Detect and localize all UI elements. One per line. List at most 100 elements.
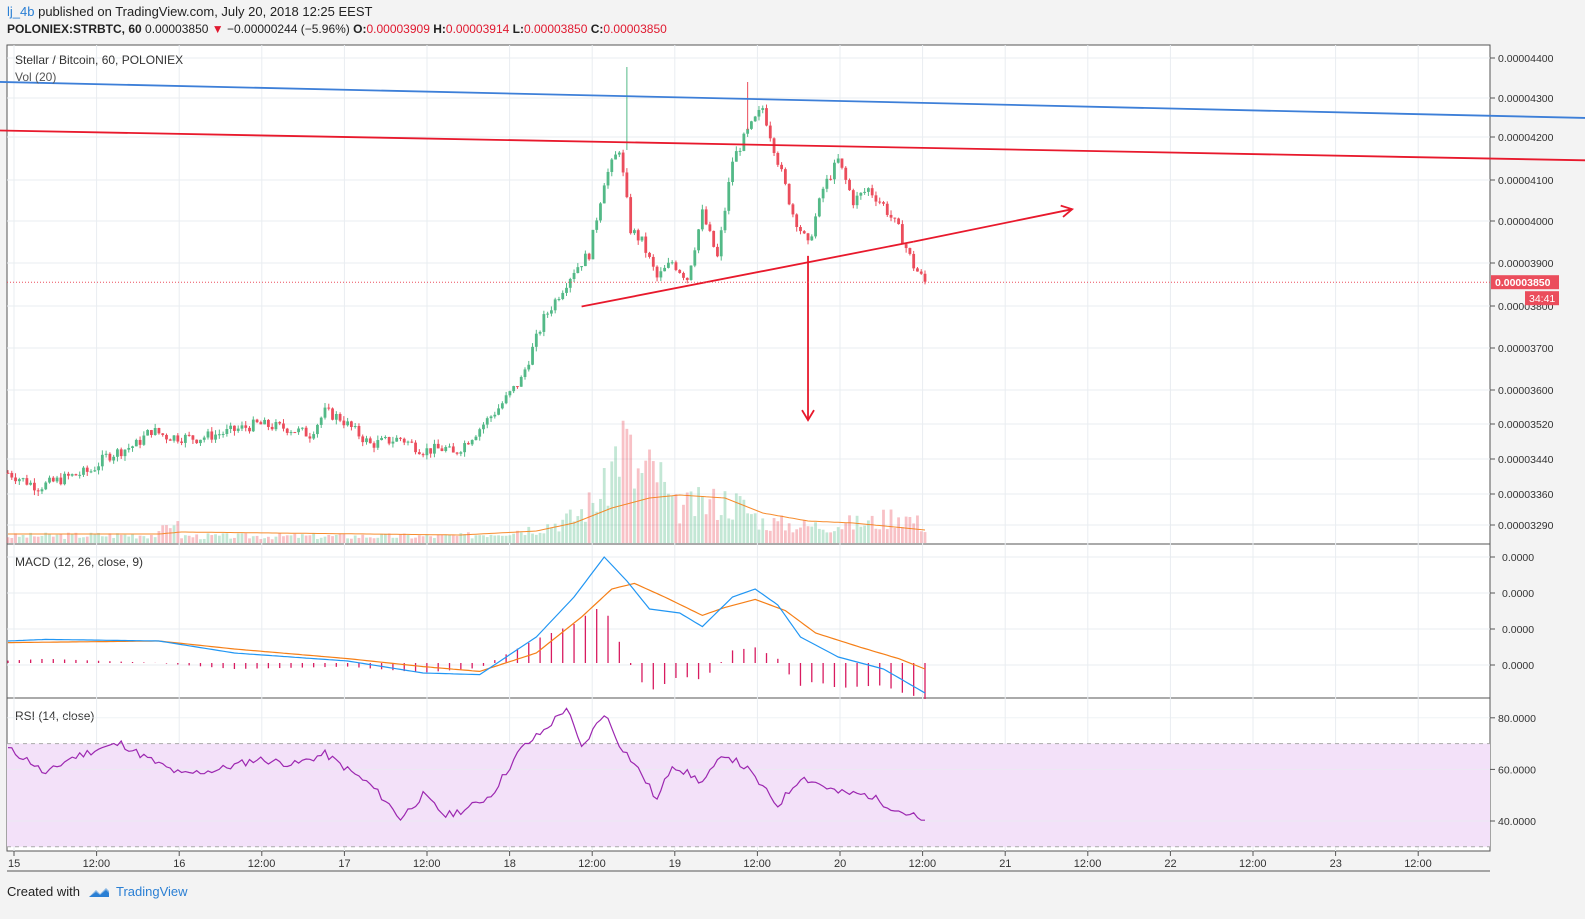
volume-bar	[595, 511, 599, 543]
candle-body	[217, 434, 221, 436]
time-tick-label: 15	[8, 858, 20, 870]
volume-bar	[319, 537, 323, 543]
volume-bar	[561, 519, 565, 543]
candle-body	[712, 230, 716, 247]
volume-bar	[229, 538, 233, 543]
volume-bar	[557, 531, 561, 543]
candle-body	[255, 419, 259, 423]
created-with-text: Created with	[7, 884, 80, 899]
candle-body	[565, 287, 568, 293]
candle-body	[168, 439, 172, 441]
volume-bar	[538, 532, 542, 543]
candle-body	[602, 185, 606, 204]
candle-body	[187, 434, 191, 436]
candle-body	[368, 438, 372, 444]
candle-body	[149, 430, 153, 435]
candle-body	[176, 435, 180, 442]
volume-bar	[500, 535, 504, 543]
volume-bar	[829, 532, 833, 543]
candle-body	[414, 442, 417, 453]
candle-body	[821, 188, 825, 199]
candle-body	[259, 422, 263, 425]
volume-bar	[131, 534, 134, 543]
volume-bar	[734, 493, 738, 543]
trend-line	[0, 81, 1585, 119]
volume-bar	[225, 533, 229, 543]
candle-body	[334, 414, 338, 420]
candle-body	[391, 441, 395, 444]
volume-bar	[21, 534, 25, 543]
candle-body	[21, 478, 25, 480]
volume-bar	[395, 537, 399, 543]
candle-body	[470, 440, 474, 445]
candle-body	[576, 267, 580, 273]
candle-body	[595, 220, 599, 230]
candle-body	[93, 470, 97, 472]
volume-bar	[97, 532, 100, 543]
volume-bar	[802, 520, 806, 543]
volume-bar	[168, 528, 172, 543]
tradingview-link[interactable]: TradingView	[115, 884, 188, 899]
candle-body	[331, 408, 334, 420]
candle-body	[704, 209, 708, 225]
volume-bar	[282, 536, 285, 543]
candle-body	[82, 467, 85, 475]
candle-body	[202, 437, 206, 440]
volume-bar	[674, 494, 678, 543]
volume-bar	[342, 534, 346, 543]
candle-body	[878, 201, 882, 203]
candle-body	[791, 204, 795, 215]
volume-bar	[274, 536, 278, 543]
candle-body	[36, 490, 40, 492]
volume-bar	[625, 428, 629, 543]
price-tick-label: 0.00003440	[1498, 454, 1554, 466]
candle-body	[395, 437, 399, 442]
candle-body	[440, 448, 444, 451]
candle-body	[406, 441, 410, 443]
volume-bar	[425, 534, 429, 543]
time-tick-label: 19	[669, 858, 681, 870]
trend-line	[0, 129, 1585, 162]
volume-bar	[153, 537, 157, 543]
volume-bar	[580, 509, 583, 543]
volume-bar	[365, 537, 368, 543]
candle-body	[206, 431, 210, 438]
volume-bar	[134, 538, 138, 543]
candle-body	[266, 419, 270, 427]
rsi-tick-label: 80.0000	[1498, 713, 1536, 725]
volume-bar	[712, 488, 716, 543]
volume-bar	[455, 536, 459, 543]
candle-body	[289, 432, 293, 434]
price-tick-label: 0.00003360	[1498, 489, 1554, 501]
volume-bar	[361, 534, 365, 543]
volume-bar	[470, 538, 474, 543]
macd-line	[7, 556, 926, 694]
candle-body	[410, 441, 414, 443]
volume-bar	[682, 504, 685, 543]
volume-bar	[591, 502, 595, 543]
macd-tick-label: 0.0000	[1502, 624, 1534, 636]
volume-bar	[723, 491, 727, 543]
candle-body	[172, 435, 176, 441]
time-tick-label: 21	[999, 858, 1011, 870]
last-price: 0.00003850	[145, 22, 209, 36]
volume-bar	[772, 518, 776, 543]
macd-tick-label: 0.0000	[1502, 660, 1534, 672]
candle-body	[727, 181, 731, 211]
candle-body	[617, 152, 621, 155]
candle-body	[610, 159, 614, 172]
candle-body	[908, 248, 912, 254]
volume-bar	[142, 536, 146, 543]
candle-body	[357, 426, 361, 437]
author-link[interactable]: lj_4b	[7, 4, 35, 19]
volume-bar	[878, 529, 882, 543]
volume-bar	[112, 537, 116, 543]
candle-body	[236, 428, 240, 431]
candle-body	[893, 217, 897, 219]
time-tick-label: 18	[504, 858, 516, 870]
volume-bar	[214, 534, 217, 543]
candle-body	[131, 446, 134, 448]
candle-body	[538, 331, 542, 334]
volume-bar	[870, 515, 874, 543]
